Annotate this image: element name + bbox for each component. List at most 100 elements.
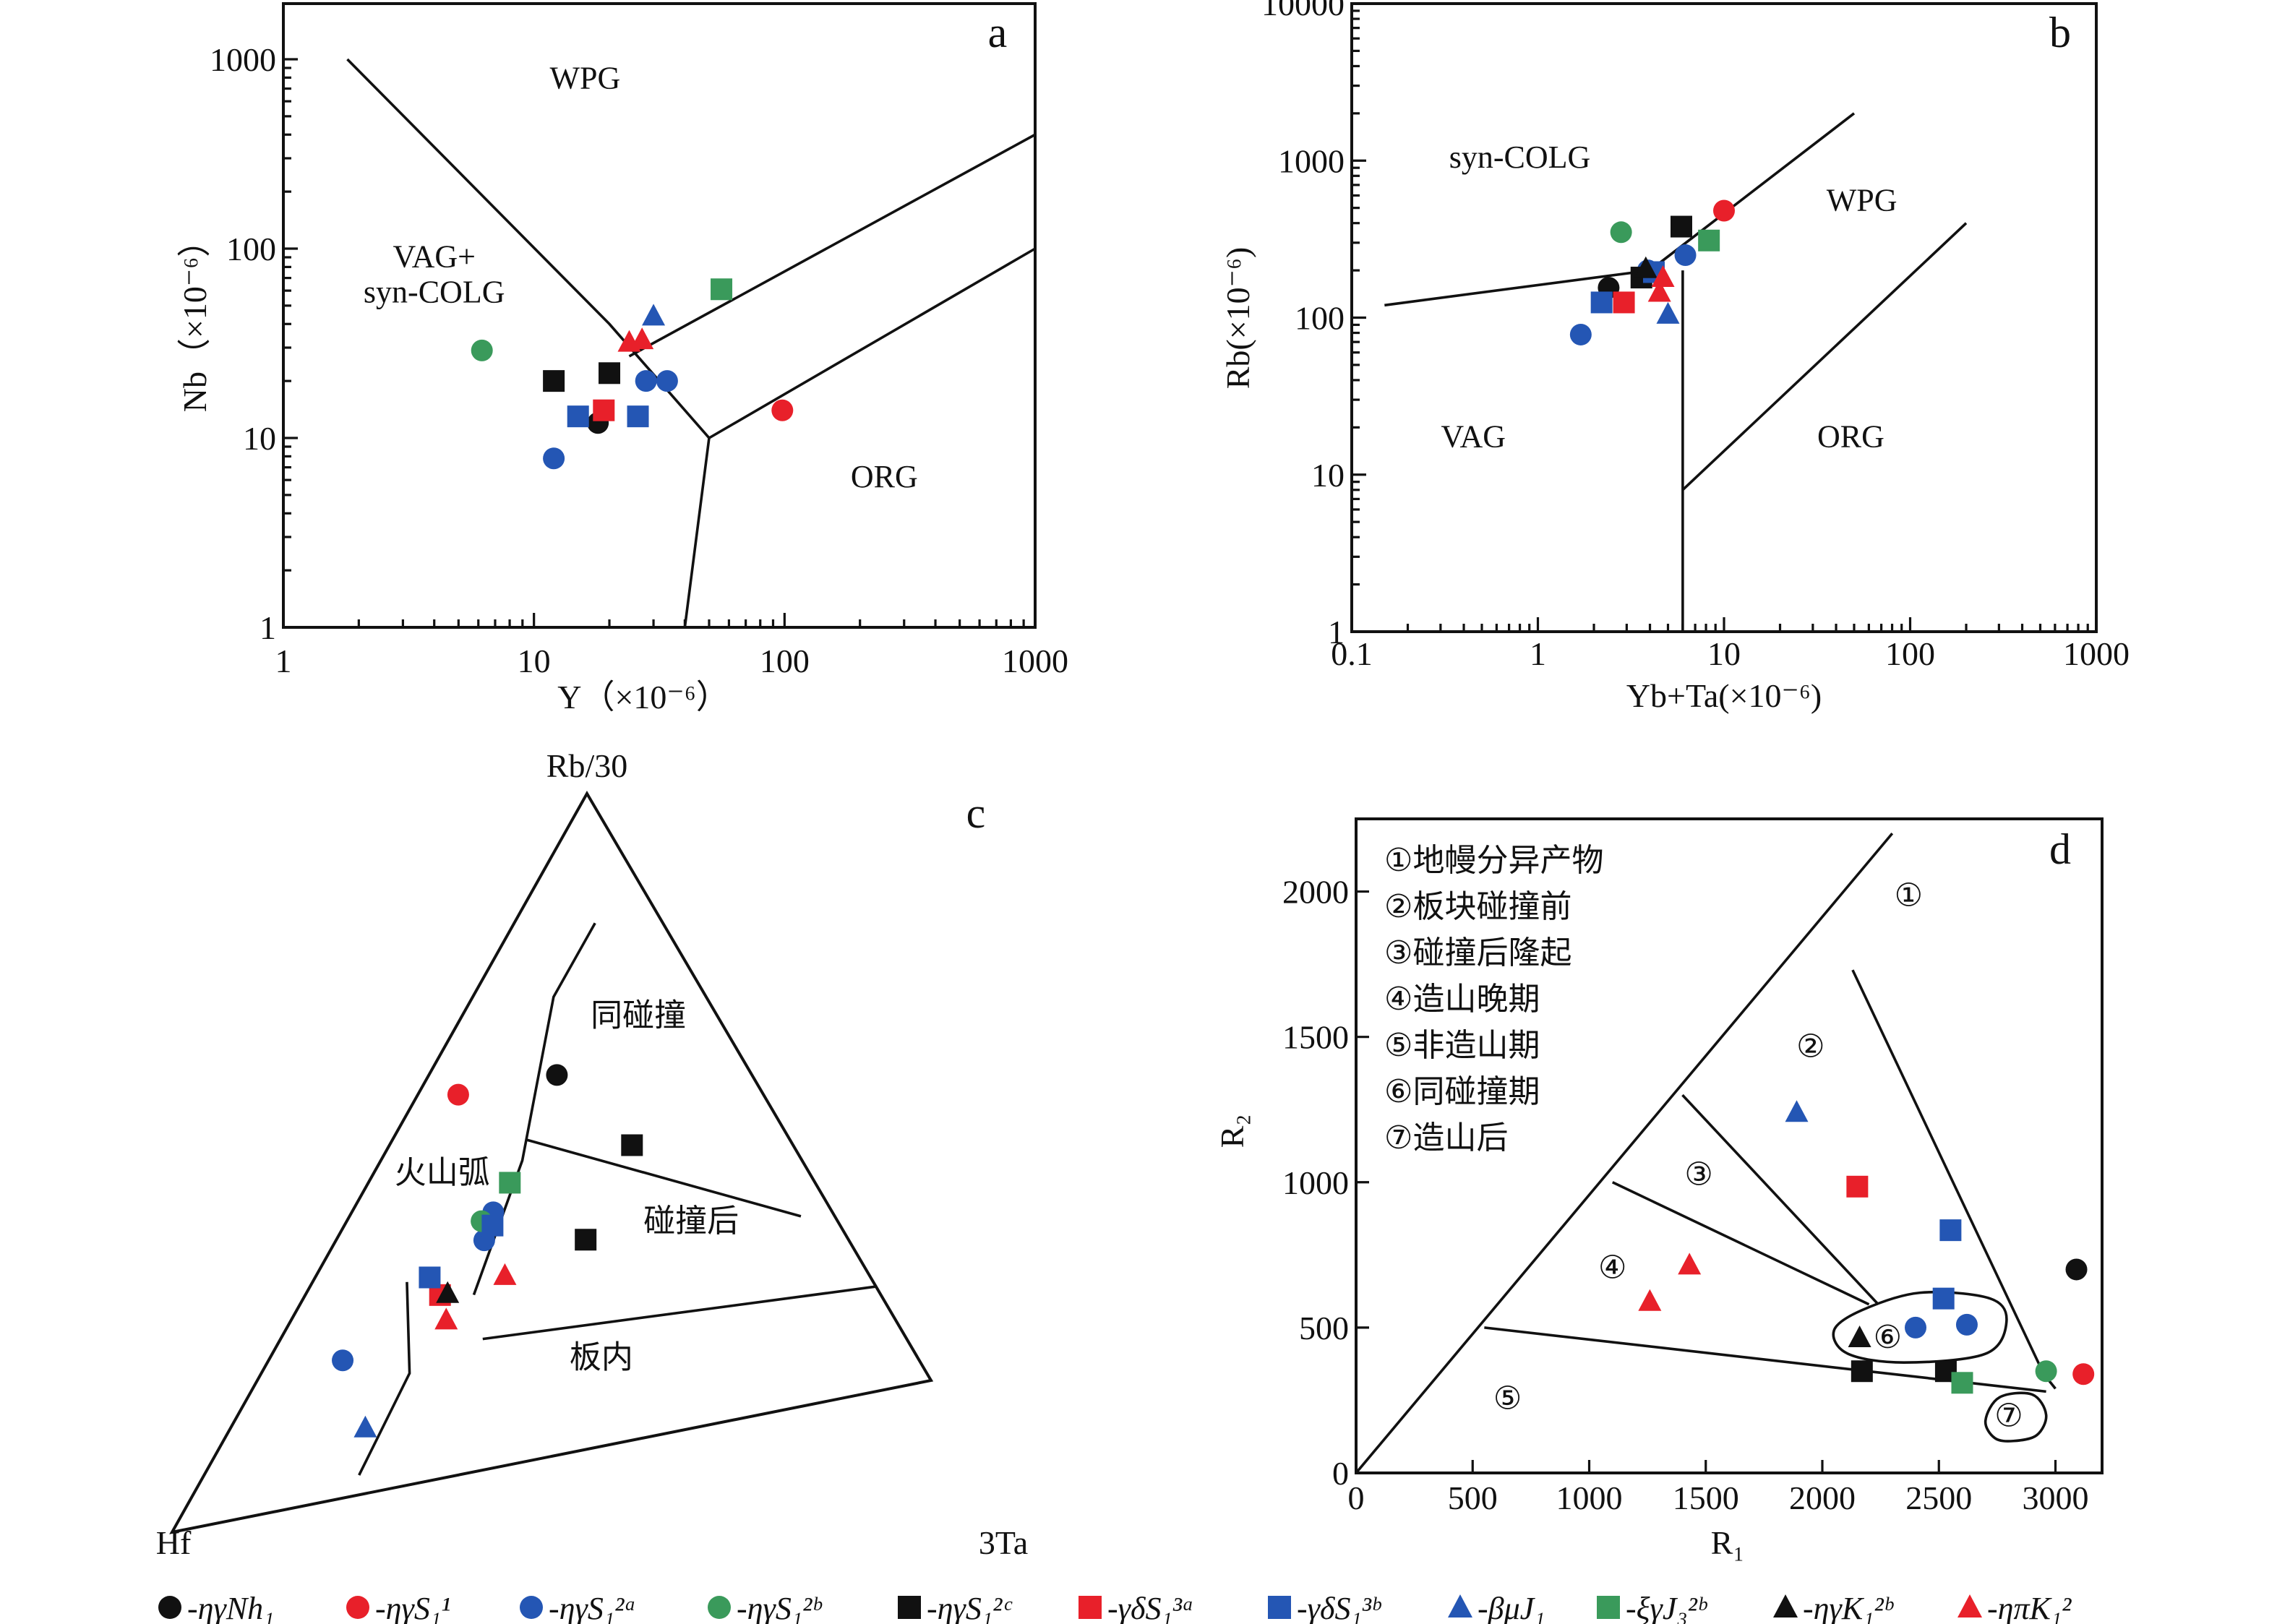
discrimination-boundary [1611,1181,1870,1306]
legend-label: -ηπK₁² [1987,1591,2072,1624]
y-tick-label: 10 [243,420,276,457]
data-point [332,1349,354,1372]
y-tick-label: 1000 [210,41,276,78]
legend-marker [158,1596,181,1619]
data-point [1848,1325,1871,1347]
y-tick-label: 1 [1328,614,1345,650]
panel-b: 0.1 1 10 100 1000110100100010000Yb+Ta(×10⁻⁶)… [1219,0,2130,714]
region-label: syn-COLG [364,274,505,309]
x-tick-label: 0.1 [1331,635,1373,672]
data-point [434,1307,458,1330]
region-label: WPG [550,61,621,96]
panel-d: 0 500 1000 1500 2000 2500 3000 0 500 1000 1500 2000… [1214,817,2104,1561]
panel-a-frame [282,2,1037,629]
region-label: 火山弧 [395,1154,490,1191]
region-label: ① [1895,877,1923,914]
data-point [635,370,657,392]
legend-marker [898,1596,921,1619]
panel-label: d [2049,825,2071,873]
data-point [1939,1219,1962,1242]
data-point [493,1263,517,1285]
y-tick-label: 100 [226,231,276,267]
data-point [419,1266,441,1289]
panel-b-frame [1350,2,2098,633]
data-point [1678,1253,1702,1275]
data-point [621,1134,643,1156]
regime-legend-item: ⑥同碰撞期 [1384,1073,1540,1110]
discrimination-boundary [1355,832,1894,1474]
region-label: 同碰撞 [591,997,686,1034]
data-point [1670,215,1692,238]
legend-label: -ηγS₁²ᵇ [737,1591,823,1624]
data-point [1638,1289,1662,1311]
legend-marker [520,1596,543,1619]
data-point [1569,323,1592,345]
regime-legend-item: ⑦造山后 [1384,1120,1508,1156]
apex-label-right: 3Ta [979,1524,1028,1561]
region-label: WPG [1827,183,1898,218]
data-point [543,370,565,392]
discrimination-boundary [628,133,1036,358]
data-point [1590,291,1613,314]
legend-marker [346,1596,369,1619]
panel-label: c [966,789,986,837]
y-tick-label: 10 [1311,457,1345,494]
data-point [1785,1100,1809,1122]
x-tick-label: 2500 [1905,1479,1972,1516]
legend-label: -ηγS₁²ᶜ [927,1591,1013,1624]
x-axis-label: Yb+Ta(×10⁻⁶) [1626,677,1822,714]
legend-label: -ηγS₁²ᵃ [549,1591,637,1624]
discrimination-boundary [1681,222,1968,491]
data-point [1647,280,1671,302]
data-point [567,405,589,428]
x-tick-label: 1000 [2063,635,2130,672]
data-point [481,1214,504,1237]
region-label: ⑤ [1493,1380,1522,1417]
data-point [436,1281,460,1303]
legend: -ηγNh₁ -ηγS₁¹ -ηγS₁²ᵃ -ηγS₁²ᵇ -ηγS₁²ᶜ -γδS₁³ᵃ… [158,1591,2072,1624]
data-point [447,1083,469,1106]
y-tick-label: 0 [1332,1455,1349,1492]
data-point [543,447,565,470]
regime-legend-item: ②板块碰撞前 [1384,888,1571,925]
regime-legend-item: ④造山晚期 [1384,981,1540,1018]
region-label: VAG [1441,418,1506,454]
data-point [1613,291,1635,314]
data-point [599,362,621,384]
panel-d-frame [1355,817,2104,1474]
field-outline [1984,1391,2048,1443]
x-tick-label: 10 [518,643,551,679]
legend-marker [1079,1596,1102,1619]
legend-label: -γδS₁³ᵃ [1107,1591,1194,1624]
data-point [771,399,794,421]
region-label: ORG [1817,418,1884,454]
discrimination-boundary [526,1138,802,1218]
data-point [546,1064,568,1086]
panel-label: a [988,9,1008,56]
x-axis-label: R₁ [1711,1524,1745,1561]
x-tick-label: 2000 [1789,1479,1856,1516]
ternary-frame [169,790,934,1534]
discrimination-boundary [358,1281,411,1476]
panel-label: b [2049,9,2071,56]
region-label: ③ [1684,1156,1712,1193]
x-tick-label: 1 [275,643,292,679]
regime-legend-item: ①地幔分异产物 [1384,842,1603,879]
region-label: ② [1796,1028,1824,1065]
data-point [2072,1363,2095,1385]
x-tick-label: 10 [1707,635,1741,672]
x-tick-label: 0 [1348,1479,1365,1516]
discrimination-boundary [1681,1094,1879,1305]
y-axis-label: Rb(×10⁻⁶) [1219,247,1256,390]
legend-marker [1597,1596,1620,1619]
legend-marker [1773,1594,1798,1617]
x-tick-label: 100 [1885,635,1935,672]
data-point [1610,221,1632,244]
data-point [353,1415,377,1438]
y-axis-label: Nb（×10⁻⁶） [176,224,213,412]
data-point [1851,1360,1873,1383]
regime-legend-item: ⑤非造山期 [1384,1027,1540,1064]
data-point [2065,1258,2088,1281]
